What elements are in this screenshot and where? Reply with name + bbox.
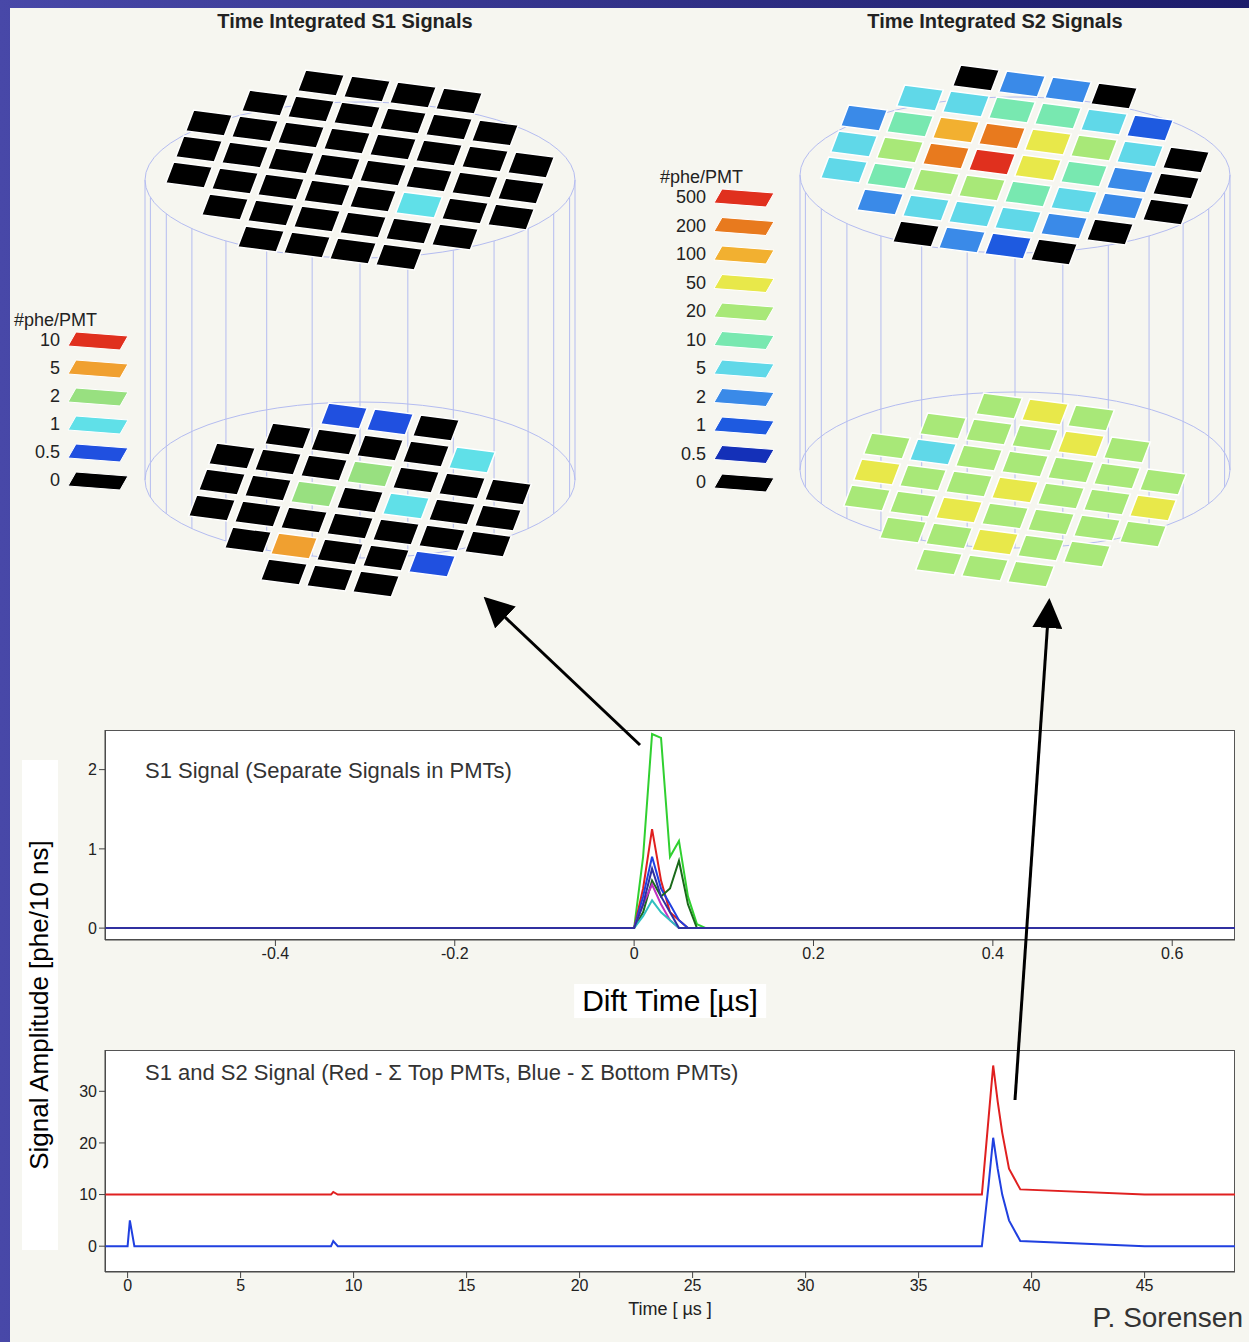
svg-text:-0.2: -0.2 <box>441 945 469 962</box>
svg-text:2: 2 <box>88 761 97 778</box>
svg-text:45: 45 <box>1136 1277 1154 1294</box>
svg-text:5: 5 <box>50 358 60 378</box>
svg-text:5: 5 <box>696 358 706 378</box>
svg-text:#phe/PMT: #phe/PMT <box>660 167 743 187</box>
svg-text:10: 10 <box>345 1277 363 1294</box>
svg-text:10: 10 <box>79 1186 97 1203</box>
svg-text:0.5: 0.5 <box>681 444 706 464</box>
svg-text:0.4: 0.4 <box>982 945 1004 962</box>
svg-text:25: 25 <box>684 1277 702 1294</box>
svg-text:50: 50 <box>686 273 706 293</box>
svg-text:30: 30 <box>797 1277 815 1294</box>
html-text:S1 and S2 Signal (Red - Σ Top: S1 and S2 Signal (Red - Σ Top PMTs, Blue… <box>145 1060 739 1085</box>
svg-text:10: 10 <box>686 330 706 350</box>
svg-text:0: 0 <box>630 945 639 962</box>
svg-text:1: 1 <box>696 415 706 435</box>
svg-text:30: 30 <box>79 1083 97 1100</box>
svg-text:0.2: 0.2 <box>802 945 824 962</box>
html-text:S1 Signal (Separate Signals in: S1 Signal (Separate Signals in PMTs) <box>145 758 512 783</box>
svg-text:#phe/PMT: #phe/PMT <box>14 310 97 330</box>
svg-text:-0.4: -0.4 <box>262 945 290 962</box>
svg-text:0: 0 <box>123 1277 132 1294</box>
svg-text:0: 0 <box>50 470 60 490</box>
svg-text:40: 40 <box>1023 1277 1041 1294</box>
svg-text:20: 20 <box>686 301 706 321</box>
svg-text:0: 0 <box>88 1238 97 1255</box>
html-text:P. Sorensen: P. Sorensen <box>1092 1302 1243 1333</box>
svg-text:0: 0 <box>88 920 97 937</box>
svg-text:5: 5 <box>236 1277 245 1294</box>
svg-text:500: 500 <box>676 187 706 207</box>
svg-text:1: 1 <box>88 841 97 858</box>
svg-text:Time Integrated S1 Signals: Time Integrated S1 Signals <box>217 10 472 32</box>
svg-text:15: 15 <box>458 1277 476 1294</box>
svg-text:0.6: 0.6 <box>1161 945 1183 962</box>
svg-text:Signal Amplitude [phe/10 ns]: Signal Amplitude [phe/10 ns] <box>24 840 54 1170</box>
svg-text:100: 100 <box>676 244 706 264</box>
svg-text:10: 10 <box>40 330 60 350</box>
svg-text:200: 200 <box>676 216 706 236</box>
svg-text:0.5: 0.5 <box>35 442 60 462</box>
svg-text:20: 20 <box>79 1135 97 1152</box>
html-text:Time [ µs ]: Time [ µs ] <box>628 1299 712 1319</box>
svg-text:35: 35 <box>910 1277 928 1294</box>
svg-text:2: 2 <box>50 386 60 406</box>
svg-text:1: 1 <box>50 414 60 434</box>
svg-text:Time Integrated S2 Signals: Time Integrated S2 Signals <box>867 10 1122 32</box>
svg-text:2: 2 <box>696 387 706 407</box>
svg-text:0: 0 <box>696 472 706 492</box>
svg-text:20: 20 <box>571 1277 589 1294</box>
html-text:Dift Time [µs]: Dift Time [µs] <box>582 984 758 1017</box>
